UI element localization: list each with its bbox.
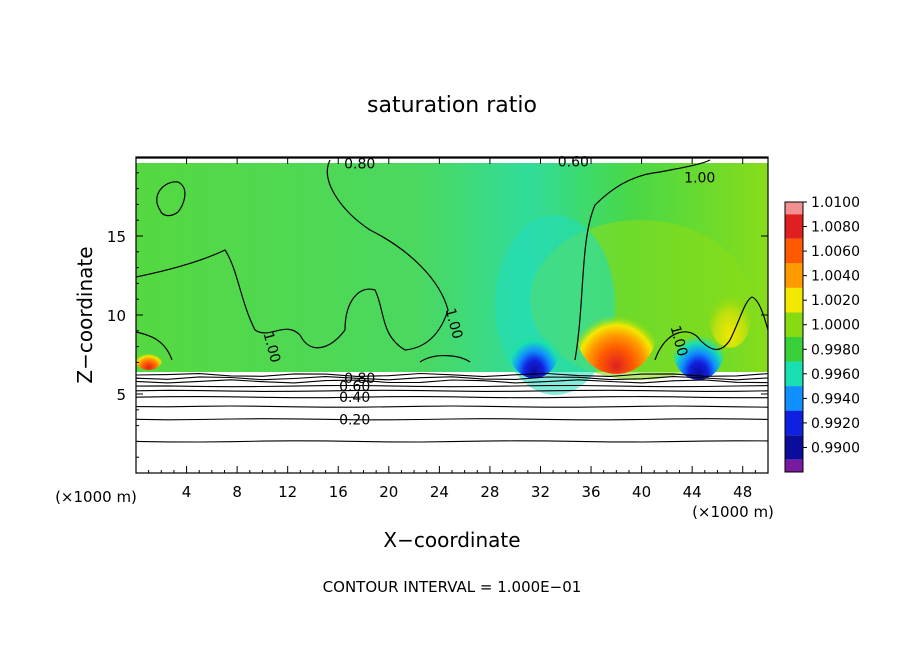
x-axis: 4 8 12 16 20 24 28 32 36 40 44 48 xyxy=(148,157,756,501)
x-tick-label: 16 xyxy=(329,483,348,501)
contour-line xyxy=(136,418,768,421)
colorbar-label: 1.0040 xyxy=(811,269,860,285)
colorbar-swatch xyxy=(785,435,803,460)
top-dry-band xyxy=(136,157,768,163)
x-tick-label: 8 xyxy=(232,483,242,501)
colorbar-label: 1.0020 xyxy=(811,293,860,309)
negative-anomaly xyxy=(508,314,561,379)
contour-line xyxy=(136,372,768,378)
contour-line xyxy=(136,384,768,388)
colorbar-label: 0.9980 xyxy=(811,342,860,358)
contour-label: 0.80 xyxy=(344,156,375,172)
colorbar: 1.0100 1.0080 1.0060 1.0040 1.0020 1.0000 0.99… xyxy=(784,195,860,473)
plot-field xyxy=(136,157,768,473)
colorbar-label: 0.9960 xyxy=(811,367,860,383)
x-unit-right: (×1000 m) xyxy=(692,503,774,521)
colorbar-label: 1.0100 xyxy=(811,195,860,211)
contour-label: 0.60 xyxy=(339,379,370,395)
colorbar-swatch xyxy=(785,263,803,288)
colorbar-swatch xyxy=(785,459,803,472)
contour-line-upper xyxy=(136,331,173,361)
contour-label: 0.40 xyxy=(339,390,370,406)
contour-label: 0.20 xyxy=(339,412,370,428)
contour-line xyxy=(136,440,768,443)
positive-anomaly xyxy=(576,289,657,374)
x-tick-label: 40 xyxy=(632,483,651,501)
chart-title: saturation ratio xyxy=(367,93,537,118)
colorbar-swatch xyxy=(785,410,803,436)
contour-label: 1.00 xyxy=(684,171,715,187)
contour-line-upper xyxy=(156,181,186,217)
x-tick-label: 20 xyxy=(379,483,398,501)
colorbar-label: 1.0080 xyxy=(811,220,860,236)
y-axis-label: Z−coordinate xyxy=(73,246,97,383)
contour-line-upper xyxy=(654,296,768,361)
x-tick-label: 4 xyxy=(182,483,192,501)
positive-anomaly xyxy=(136,345,163,370)
contour-interval-note: CONTOUR INTERVAL = 1.000E−01 xyxy=(323,578,582,596)
colorbar-swatch xyxy=(785,361,803,387)
contour-line-upper xyxy=(574,159,711,361)
contour-line xyxy=(136,405,768,408)
colorbar-swatch xyxy=(785,312,803,337)
x-tick-label: 36 xyxy=(581,483,600,501)
x-axis-label: X−coordinate xyxy=(383,528,520,552)
x-tick-label: 32 xyxy=(531,483,550,501)
colorbar-frame xyxy=(784,201,804,473)
colorbar-swatch xyxy=(785,386,803,411)
colorbar-swatch xyxy=(785,287,803,313)
contour-label: 1.00 xyxy=(260,330,284,364)
colorbar-swatch xyxy=(785,214,803,239)
contour-labels: 0.200.400.600.801.001.001.001.000.80 0.60 xyxy=(260,155,716,429)
contour-line xyxy=(136,389,768,392)
contour-line xyxy=(136,376,768,381)
colorbar-label: 1.0000 xyxy=(811,318,860,334)
colorbar-label: 0.9940 xyxy=(811,391,860,407)
contour-label: 0.60 xyxy=(558,155,589,171)
contour-label: 1.00 xyxy=(667,324,691,358)
contour-line-upper xyxy=(136,159,449,351)
x-tick-label: 28 xyxy=(480,483,499,501)
colorbar-label: 0.9920 xyxy=(811,416,860,432)
colorbar-label: 0.9900 xyxy=(811,440,860,456)
x-tick-label: 24 xyxy=(430,483,449,501)
contour-line xyxy=(136,379,768,384)
contour-lines-lower xyxy=(136,372,768,443)
x-tick-label: 48 xyxy=(733,483,752,501)
y-tick-label: 5 xyxy=(116,386,126,404)
y-tick-label: 10 xyxy=(107,307,126,325)
y-axis: 5 10 15 xyxy=(107,172,768,458)
y-tick-label: 15 xyxy=(107,228,126,246)
x-unit-left: (×1000 m) xyxy=(55,488,137,506)
x-tick-label: 12 xyxy=(278,483,297,501)
contour-line-upper xyxy=(419,355,471,363)
colorbar-label: 1.0060 xyxy=(811,244,860,260)
contour-label: 1.00 xyxy=(442,307,466,341)
colorbar-swatch xyxy=(785,238,803,264)
contour-label: 0.80 xyxy=(344,371,375,387)
contour-line xyxy=(136,396,768,399)
colorbar-swatch xyxy=(785,337,803,362)
colorbar-swatch xyxy=(785,202,803,215)
x-tick-label: 44 xyxy=(683,483,702,501)
